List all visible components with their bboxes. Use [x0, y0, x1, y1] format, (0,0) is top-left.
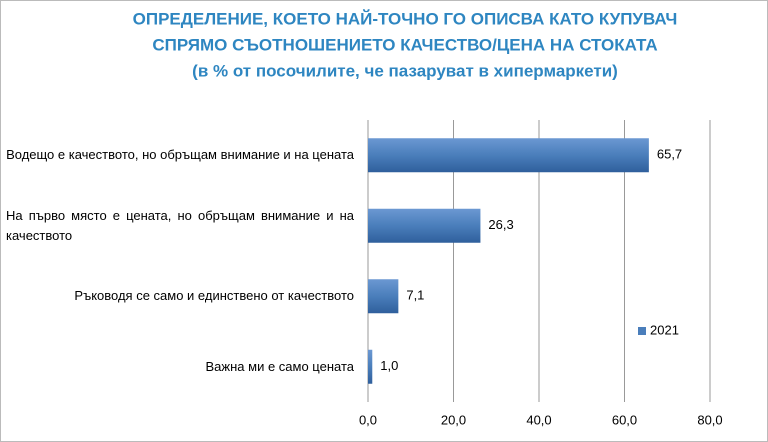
y-tick-label: Ръководя се само и единствено от качеств… — [74, 288, 354, 304]
y-tick-label: На първо място е цената, но обръщам вним… — [6, 207, 354, 243]
y-tick-label: Важна ми е само цената — [205, 358, 354, 374]
bar — [368, 349, 373, 384]
x-tick-label: 0,0 — [359, 412, 377, 427]
value-label: 26,3 — [488, 217, 513, 232]
x-tick-label: 40,0 — [526, 412, 551, 427]
x-tick-label: 60,0 — [612, 412, 637, 427]
legend-swatch — [638, 327, 646, 335]
value-label: 65,7 — [657, 147, 682, 162]
legend-label: 2021 — [650, 322, 679, 337]
y-tick-label: Водещо е качеството, но обръщам внимание… — [6, 147, 354, 163]
value-label: 7,1 — [406, 288, 424, 303]
x-tick-label: 20,0 — [441, 412, 466, 427]
chart-title: СПРЯМО СЪОТНОШЕНИЕТО КАЧЕСТВО/ЦЕНА НА СТ… — [152, 35, 657, 54]
chart-title: ОПРЕДЕЛЕНИЕ, КОЕТО НАЙ-ТОЧНО ГО ОПИСВА К… — [133, 9, 678, 28]
bar — [368, 208, 481, 243]
chart-title: (в % от посочилите, че пазаруват в хипер… — [192, 61, 618, 80]
value-label: 1,0 — [380, 358, 398, 373]
x-tick-label: 80,0 — [697, 412, 722, 427]
bar — [368, 138, 649, 173]
bar — [368, 279, 399, 314]
